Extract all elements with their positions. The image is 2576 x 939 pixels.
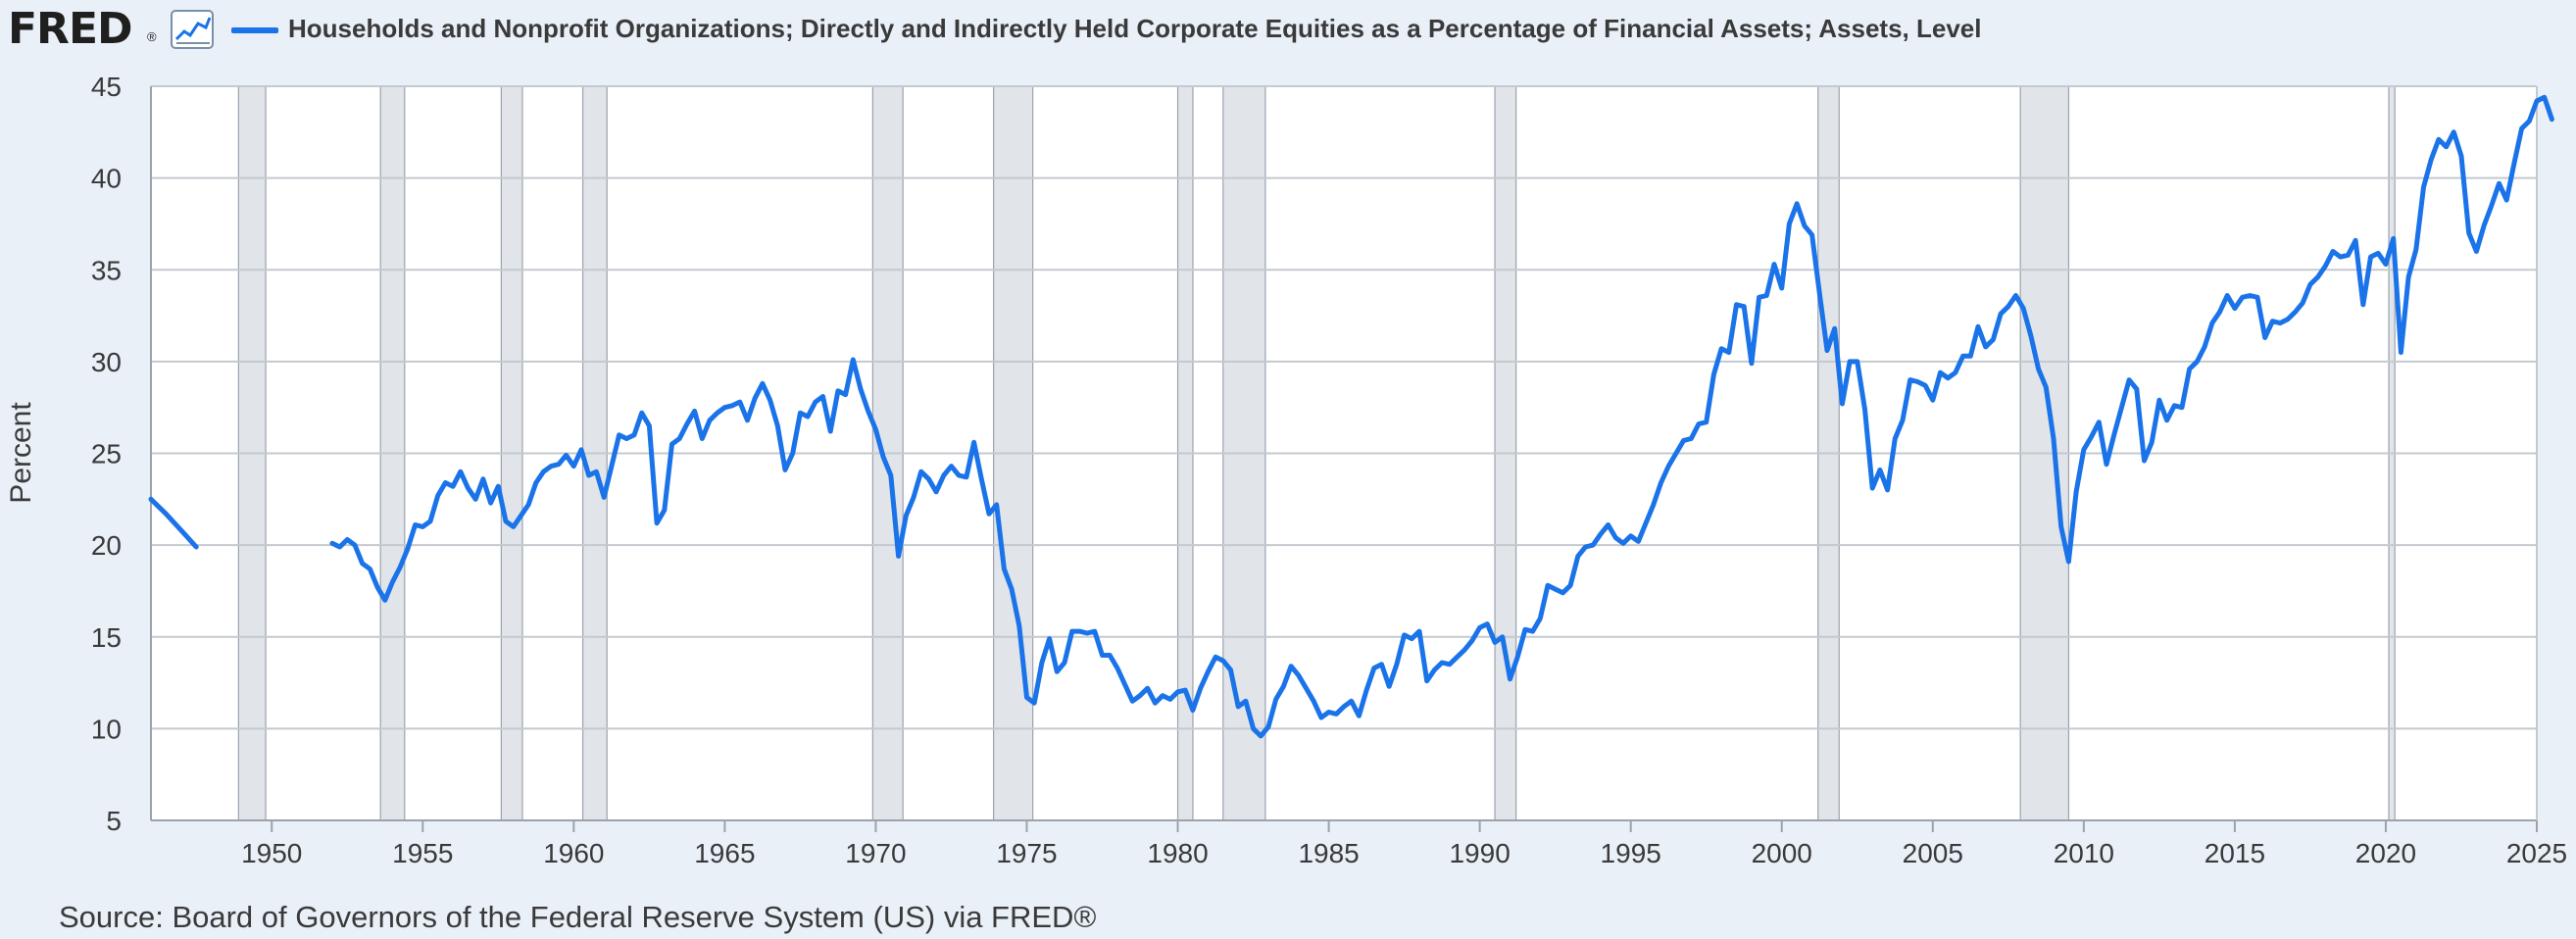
- x-tick-label: 1965: [694, 838, 755, 868]
- x-tick-label: 1960: [543, 838, 604, 868]
- x-tick-label: 1990: [1449, 838, 1510, 868]
- fred-logo[interactable]: FRED: [8, 4, 133, 54]
- x-tick-label: 2010: [2054, 838, 2114, 868]
- x-tick-label: 2020: [2355, 838, 2416, 868]
- x-tick-label: 1975: [996, 838, 1057, 868]
- source-note: Source: Board of Governors of the Federa…: [59, 900, 1097, 934]
- line-chart-icon[interactable]: [171, 10, 214, 49]
- y-tick-label: 35: [91, 255, 122, 285]
- x-tick-label: 1995: [1601, 838, 1661, 868]
- y-tick-label: 30: [91, 347, 122, 377]
- registered-mark: ®: [147, 29, 157, 44]
- y-tick-label: 5: [106, 806, 122, 836]
- y-tick-label: 10: [91, 714, 122, 744]
- series-line: [329, 94, 2554, 739]
- x-tick-label: 1980: [1147, 838, 1208, 868]
- x-tick-label: 2025: [2506, 838, 2567, 868]
- x-tick-label: 1955: [392, 838, 453, 868]
- y-tick-label: 45: [91, 72, 122, 102]
- chart-header: FRED ® Households and Nonprofit Organiza…: [0, 0, 2576, 59]
- x-tick-label: 1985: [1298, 838, 1359, 868]
- x-tick-label: 2015: [2204, 838, 2265, 868]
- series-legend-line: [231, 27, 278, 33]
- y-tick-label: 25: [91, 439, 122, 470]
- y-tick-label: 15: [91, 622, 122, 653]
- x-tick-label: 2000: [1752, 838, 1812, 868]
- x-tick-label: 1970: [845, 838, 906, 868]
- series-line: [148, 496, 199, 550]
- series-title[interactable]: Households and Nonprofit Organizations; …: [288, 14, 1982, 43]
- y-tick-label: 20: [91, 530, 122, 561]
- y-tick-label: 40: [91, 164, 122, 194]
- x-tick-label: 1950: [241, 838, 302, 868]
- x-tick-label: 2005: [1903, 838, 1963, 868]
